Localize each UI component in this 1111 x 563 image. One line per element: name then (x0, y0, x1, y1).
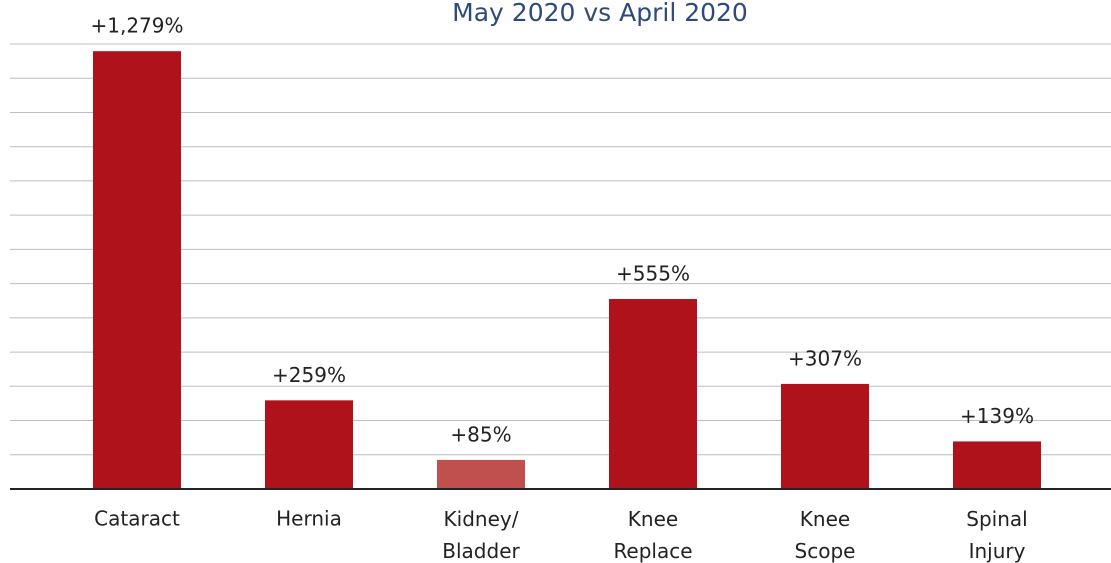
bar (609, 299, 697, 489)
bar (437, 459, 525, 489)
bar (781, 383, 869, 489)
value-label: +259% (272, 363, 346, 387)
bar (953, 441, 1041, 489)
chart-title: May 2020 vs April 2020 (452, 0, 748, 27)
value-label: +307% (788, 346, 862, 370)
x-tick-label: Knee Replace (613, 507, 692, 563)
x-tick-label: Spinal Injury (966, 507, 1027, 563)
value-label: +139% (960, 404, 1034, 428)
x-tick-label: Cataract (94, 507, 180, 531)
x-tick-label: Hernia (276, 507, 342, 531)
x-tick-label: Kidney/Bladder (442, 507, 520, 563)
value-label: +555% (616, 262, 690, 286)
value-label: +1,279% (90, 14, 183, 38)
x-tick-label: Knee Scope (795, 507, 856, 563)
bar (93, 51, 181, 489)
bar (265, 400, 353, 489)
value-label: +85% (450, 422, 511, 446)
